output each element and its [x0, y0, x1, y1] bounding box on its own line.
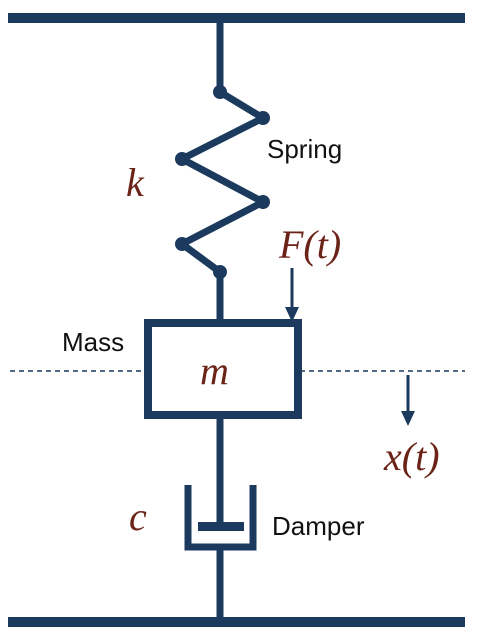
force-arrow — [285, 268, 299, 322]
spring — [175, 20, 270, 322]
mass-symbol: m — [200, 348, 229, 393]
force-symbol: F(t) — [278, 222, 341, 267]
bottom-support — [8, 617, 465, 627]
stiffness-symbol: k — [126, 160, 145, 205]
damping-symbol: c — [129, 494, 147, 539]
displacement-symbol: x(t) — [383, 434, 440, 479]
displacement-arrow — [401, 375, 415, 426]
damper — [184, 485, 257, 620]
spring-label: Spring — [267, 134, 342, 164]
top-support — [8, 13, 465, 23]
mass-label: Mass — [62, 327, 124, 357]
damper-label: Damper — [272, 511, 365, 541]
